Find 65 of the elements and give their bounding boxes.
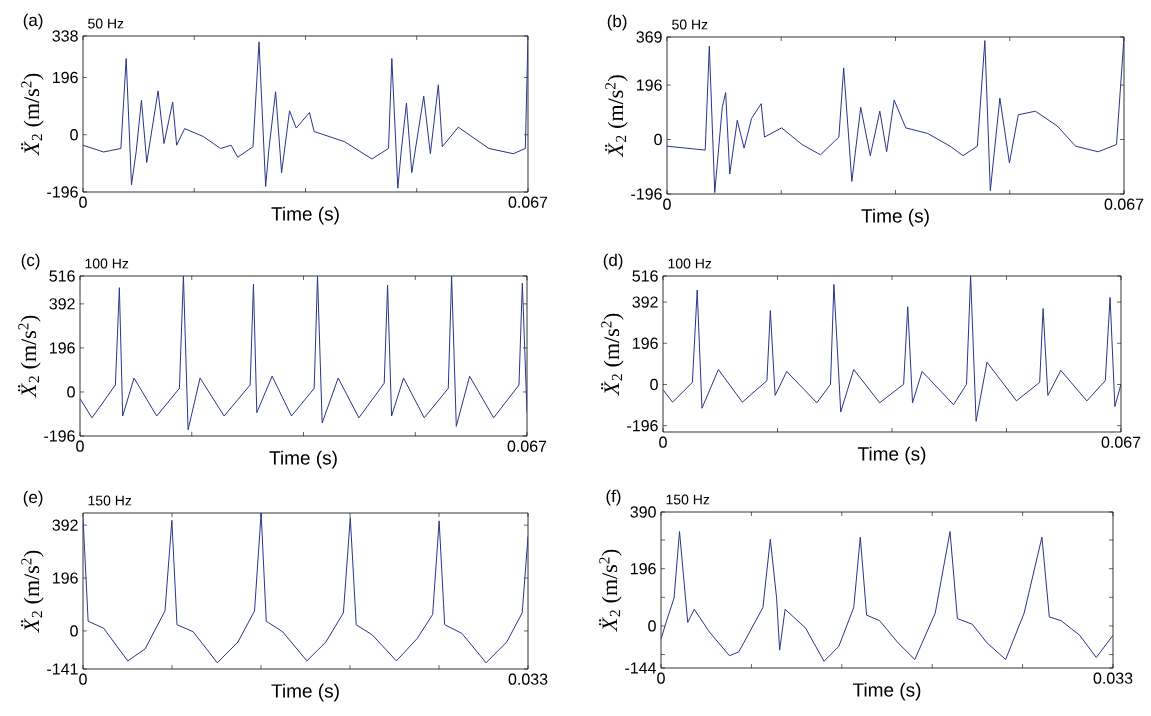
x-tick-label: 0.067 <box>507 440 547 452</box>
x-axis-title: Time (s) <box>269 450 337 469</box>
y-tick-label: 392 <box>49 298 75 310</box>
y-tick-label: 0 <box>70 625 78 637</box>
y-tick-label: -196 <box>44 430 75 442</box>
y-tick-label: 0 <box>654 133 662 146</box>
y-tick-label: 0 <box>650 378 658 391</box>
chart-subtitle: 100 Hz <box>668 258 712 269</box>
chart-subtitle: 150 Hz <box>666 494 710 505</box>
x-axis-title: Time (s) <box>861 208 929 227</box>
y-tick-label: 338 <box>52 30 78 42</box>
line-series <box>83 36 528 189</box>
x-axis-title: Time (s) <box>271 206 339 225</box>
chart-subtitle: 100 Hz <box>85 258 129 269</box>
line-series <box>661 531 1114 662</box>
y-tick-label: -196 <box>631 188 662 200</box>
x-tick-label: 0.067 <box>1104 198 1144 210</box>
y-tick-label: -196 <box>47 186 78 198</box>
x-axis-title: Time (s) <box>271 683 339 702</box>
line-series <box>80 276 527 431</box>
y-axis-title: Ẍ$_{2}$ (m/s$^{2}$) <box>599 549 622 632</box>
y-axis-title: Ẍ$_{2}$ (m/s$^{2}$) <box>601 313 624 396</box>
line-series <box>667 36 1125 194</box>
y-tick-label: 0 <box>70 129 78 141</box>
chart-subtitle: 150 Hz <box>88 495 132 506</box>
y-axis-title: Ẍ$_{2}$ (m/s$^{2}$) <box>21 550 44 633</box>
y-tick-label: -196 <box>627 420 658 432</box>
y-tick-label: -144 <box>625 662 657 674</box>
line-series <box>663 276 1122 422</box>
x-axis-title: Time (s) <box>852 682 921 701</box>
y-tick-label: 196 <box>53 71 78 84</box>
chart-title: (c) <box>21 253 40 270</box>
y-tick-label: 392 <box>632 296 658 308</box>
chart-title: (f) <box>606 489 621 506</box>
y-tick-label: -141 <box>47 663 78 675</box>
line-series <box>83 513 528 664</box>
y-axis-title: Ẍ$_{2}$ (m/s$^{2}$) <box>605 75 628 158</box>
x-axis-title: Time (s) <box>857 446 926 465</box>
x-tick-label: 0.067 <box>1101 436 1141 448</box>
y-tick-label: 516 <box>49 270 75 282</box>
y-axis-title: Ẍ$_{2}$ (m/s$^{2}$) <box>21 73 44 156</box>
chart-title: (e) <box>23 490 43 507</box>
x-tick-label: 0 <box>663 198 671 210</box>
y-tick-label: 369 <box>636 31 662 43</box>
x-tick-label: 0.033 <box>1093 672 1133 684</box>
x-tick-label: 0 <box>79 673 87 685</box>
chart-title: (b) <box>607 14 627 31</box>
x-tick-label: 0 <box>79 196 87 208</box>
y-tick-label: 392 <box>52 519 78 531</box>
chart-title: (a) <box>23 13 43 30</box>
y-tick-label: 0 <box>648 620 656 632</box>
y-tick-label: 196 <box>633 337 658 349</box>
x-tick-label: 0.067 <box>508 196 548 208</box>
chart-subtitle: 50 Hz <box>672 19 708 30</box>
y-tick-label: 390 <box>630 506 656 518</box>
chart-title: (d) <box>603 253 623 270</box>
y-tick-label: 196 <box>50 342 75 354</box>
y-tick-label: 516 <box>632 270 658 282</box>
x-tick-label: 0.033 <box>508 673 548 685</box>
y-tick-label: 196 <box>631 563 656 575</box>
chart-subtitle: 50 Hz <box>88 18 124 29</box>
y-tick-label: 196 <box>637 79 662 91</box>
y-tick-label: 196 <box>53 572 78 584</box>
y-tick-label: 0 <box>67 386 75 398</box>
y-axis-title: Ẍ$_{2}$ (m/s$^{2}$) <box>18 315 41 398</box>
